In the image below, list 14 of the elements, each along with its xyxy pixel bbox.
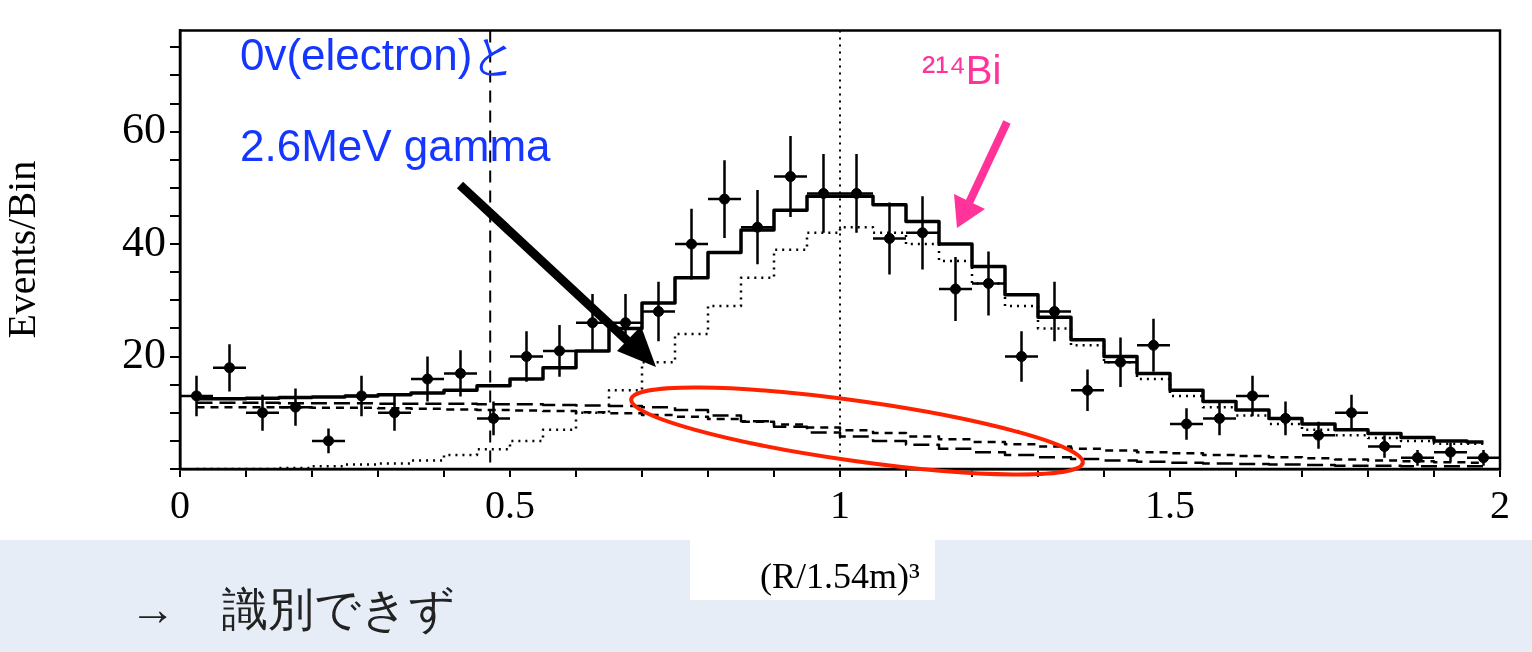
x-tick-label: 0.5 xyxy=(485,481,535,527)
y-tick-label: 40 xyxy=(122,216,166,266)
x-tick-label: 1.5 xyxy=(1145,481,1195,527)
y-axis-title: Events/Bin xyxy=(0,160,44,339)
y-tick-label: 20 xyxy=(122,329,166,379)
x-tick-label: 2 xyxy=(1490,481,1510,527)
text: → 識別できず xyxy=(130,583,455,635)
x-tick-label: 0 xyxy=(170,481,190,527)
annotation: 2.6MeV gamma xyxy=(240,121,551,170)
x-axis-title: (R/1.54m)³ xyxy=(760,555,921,596)
x-tick-label: 1 xyxy=(830,481,850,527)
annotation: 0v(electron)と xyxy=(240,30,518,79)
y-tick-label: 60 xyxy=(122,104,166,154)
annotation: ²¹⁴Bi xyxy=(922,48,1002,92)
